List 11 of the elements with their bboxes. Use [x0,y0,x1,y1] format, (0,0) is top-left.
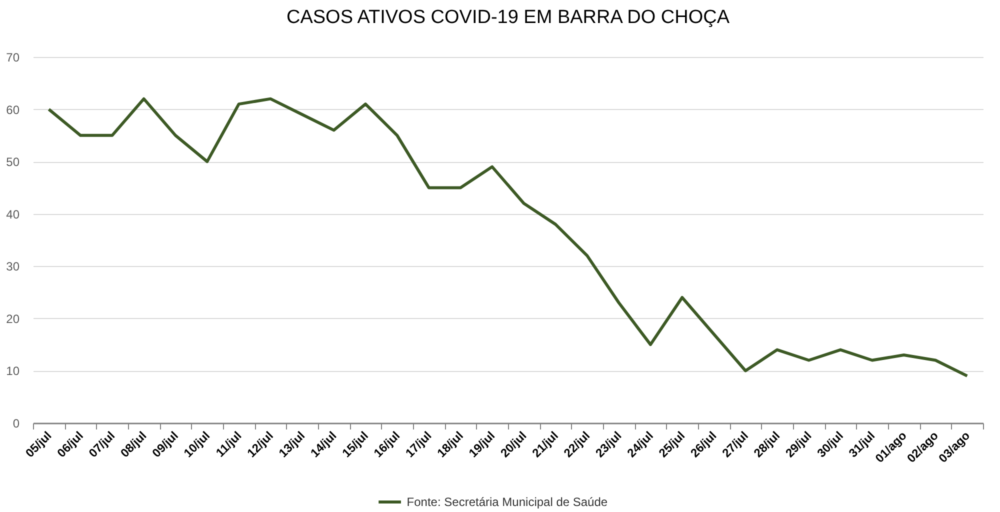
y-tick-label: 20 [6,312,20,326]
y-tick-label: 30 [6,260,20,274]
legend-label: Fonte: Secretária Municipal de Saúde [406,495,608,509]
y-tick-label: 40 [6,207,20,222]
y-tick-label: 70 [6,50,20,64]
y-tick-label: 50 [6,155,20,170]
line-series [47,97,969,378]
y-tick-label: 60 [6,102,20,117]
chart-title: CASOS ATIVOS COVID-19 EM BARRA DO CHOÇA [286,7,730,28]
y-tick-label: 10 [6,364,20,378]
y-tick-label: 0 [12,416,20,430]
